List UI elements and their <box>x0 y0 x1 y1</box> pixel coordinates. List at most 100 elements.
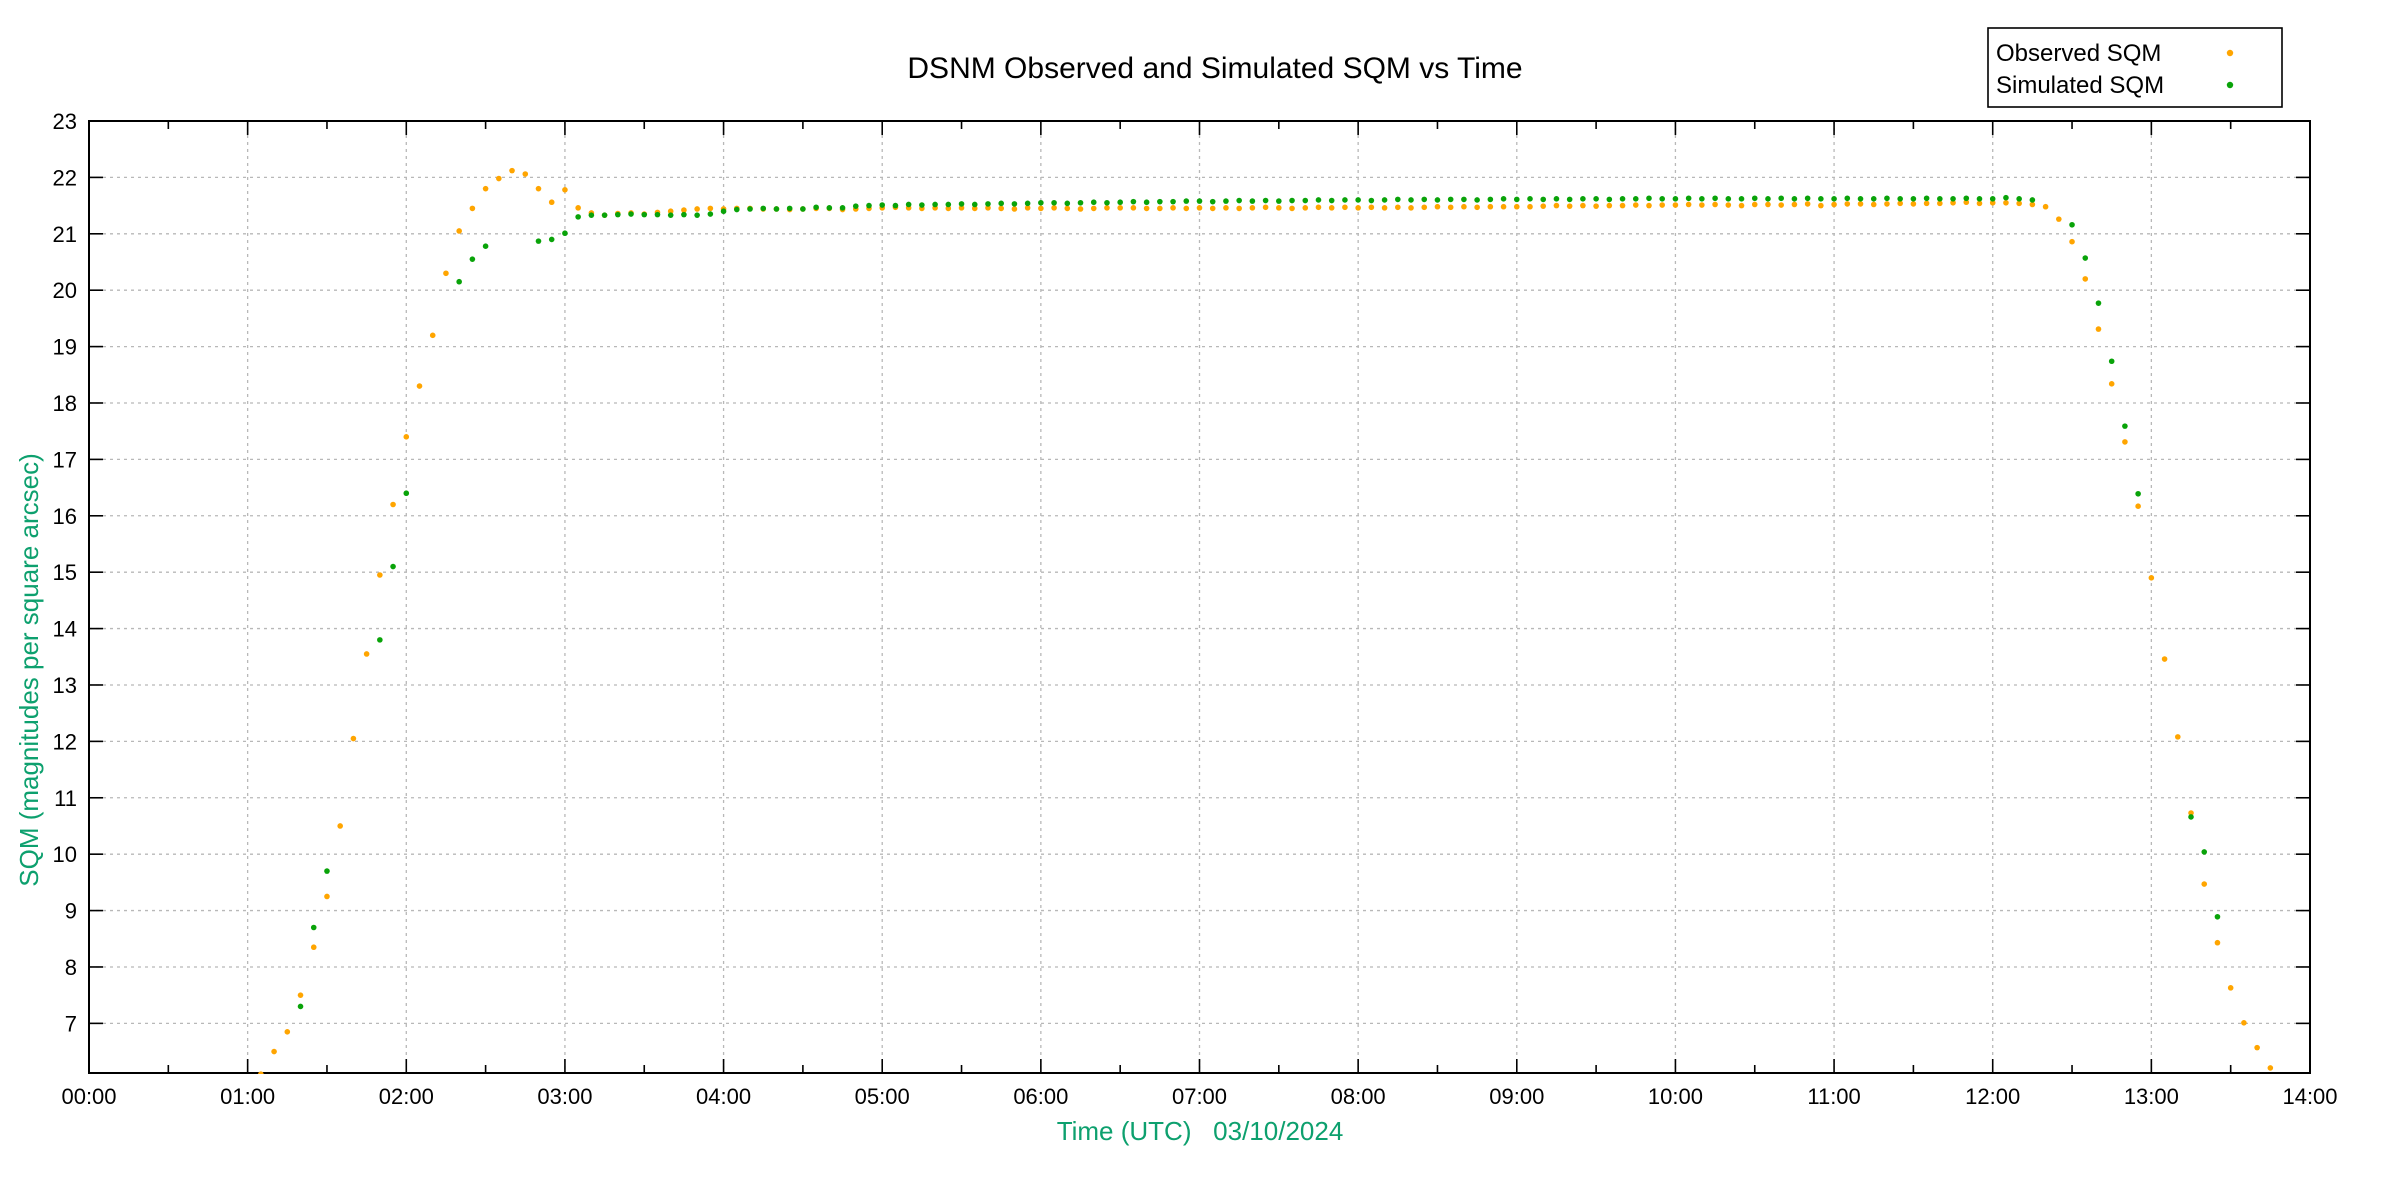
data-point <box>1580 196 1586 202</box>
data-point <box>1117 205 1123 211</box>
data-point <box>813 204 819 211</box>
y-tick-label: 12 <box>53 729 77 754</box>
data-point <box>1223 205 1229 211</box>
x-tick-label: 08:00 <box>1331 1084 1386 1109</box>
data-point <box>2201 881 2208 887</box>
data-point <box>1884 201 1890 207</box>
x-tick-label: 11:00 <box>1807 1084 1860 1109</box>
y-tick-label: 23 <box>53 109 77 134</box>
data-point <box>681 211 687 218</box>
data-point <box>1276 205 1282 211</box>
y-tick-label: 20 <box>53 278 77 303</box>
data-point <box>2188 810 2194 816</box>
data-point <box>985 205 991 211</box>
data-point <box>1778 202 1784 208</box>
data-point <box>1685 195 1692 202</box>
y-tick-label: 15 <box>53 560 77 585</box>
data-point <box>1276 198 1282 204</box>
data-point <box>932 201 938 208</box>
data-point <box>2056 216 2062 222</box>
y-tick-label: 22 <box>53 165 77 190</box>
data-point <box>1963 195 1970 202</box>
data-point <box>985 201 991 207</box>
y-tick-label: 13 <box>53 673 77 698</box>
data-point <box>1381 205 1388 211</box>
data-point <box>1104 199 1110 206</box>
data-point <box>2254 1044 2260 1051</box>
legend-label-simulated: Simulated SQM <box>1996 72 2164 99</box>
data-point <box>456 228 462 234</box>
data-point <box>548 236 555 243</box>
data-point <box>509 167 515 174</box>
data-point <box>1302 205 1309 211</box>
data-point <box>720 208 727 215</box>
data-point <box>1038 205 1044 212</box>
series-observed <box>258 167 2274 1074</box>
data-point <box>1950 196 1956 202</box>
data-point <box>1249 205 1256 211</box>
data-point <box>800 206 806 212</box>
data-point <box>971 201 978 208</box>
data-point <box>297 992 304 998</box>
data-point <box>1619 196 1626 202</box>
data-point <box>469 256 476 262</box>
data-point <box>1791 201 1798 208</box>
data-point <box>1619 202 1626 209</box>
data-point <box>1844 201 1851 207</box>
data-point <box>1818 202 1824 209</box>
data-point <box>1170 198 1176 205</box>
data-point <box>403 434 410 440</box>
y-tick-label: 11 <box>54 786 77 811</box>
legend: Observed SQM Simulated SQM <box>1987 27 2283 108</box>
data-point <box>1183 198 1190 204</box>
data-point <box>1421 196 1428 203</box>
data-point <box>1500 196 1507 202</box>
data-point <box>905 201 912 208</box>
data-point <box>1606 196 1613 203</box>
data-point <box>2214 939 2221 946</box>
data-point <box>2148 575 2155 581</box>
data-point <box>1844 195 1851 202</box>
data-point <box>601 212 608 218</box>
data-point <box>363 651 370 657</box>
data-point <box>2108 358 2115 365</box>
y-tick-label: 17 <box>53 447 77 472</box>
data-point <box>1461 196 1467 203</box>
data-point <box>1751 195 1758 202</box>
data-point <box>1712 195 1718 202</box>
data-point <box>2122 423 2128 429</box>
data-point <box>443 270 449 277</box>
data-point <box>1937 196 1943 202</box>
x-tick-label: 10:00 <box>1648 1084 1703 1109</box>
data-point <box>456 278 462 285</box>
data-point <box>707 205 714 212</box>
data-point <box>1461 203 1467 210</box>
data-point <box>1804 201 1811 207</box>
data-point <box>2267 1065 2274 1071</box>
data-point <box>1712 201 1718 208</box>
data-point <box>1804 195 1811 202</box>
data-point <box>1117 199 1123 206</box>
data-point <box>297 1003 304 1010</box>
data-point <box>271 1048 277 1055</box>
data-point <box>1143 205 1150 212</box>
data-point <box>1342 197 1348 203</box>
data-point <box>1090 199 1097 206</box>
data-point <box>1434 197 1441 203</box>
data-point <box>707 211 714 217</box>
data-point <box>1593 203 1599 209</box>
data-point <box>2042 203 2049 210</box>
data-point <box>694 206 700 212</box>
data-point <box>1209 198 1216 205</box>
data-point <box>998 200 1004 207</box>
data-point <box>469 205 476 212</box>
data-point <box>1408 205 1414 211</box>
y-tick-label: 21 <box>53 222 77 247</box>
data-point <box>1447 204 1454 211</box>
data-point <box>681 207 687 213</box>
data-point <box>2135 490 2141 497</box>
data-point <box>1196 198 1203 204</box>
data-point <box>1632 196 1639 202</box>
data-point <box>1632 202 1639 208</box>
